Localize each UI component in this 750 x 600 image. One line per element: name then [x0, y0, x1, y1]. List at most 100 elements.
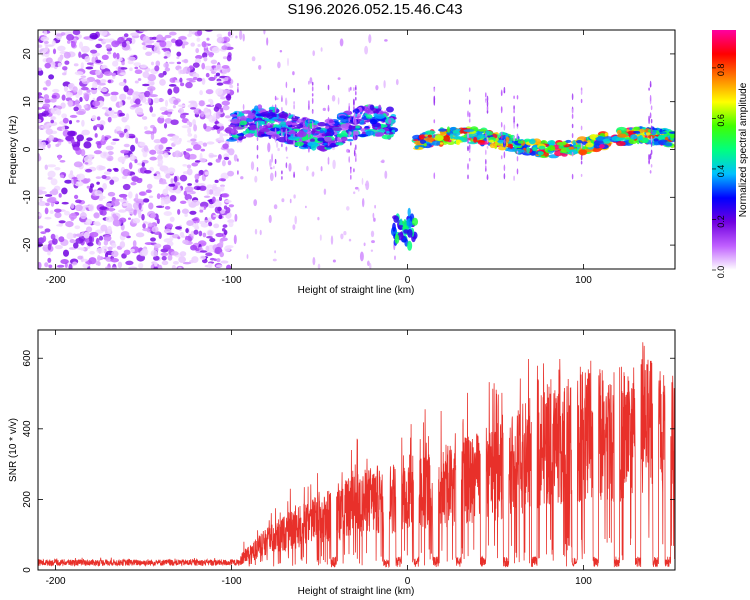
spectrogram-cell	[285, 128, 288, 136]
spectrogram-cell	[129, 67, 133, 72]
spectrogram-cell	[139, 250, 148, 257]
spectrogram-cell	[227, 219, 235, 224]
y-tick-label: 400	[22, 420, 33, 437]
spectrogram-cell	[89, 231, 99, 238]
spectrogram-cell	[99, 206, 108, 211]
spectrogram-cell	[169, 194, 177, 202]
spectrogram-cell	[190, 244, 198, 251]
spectrogram-cell	[293, 139, 295, 147]
spectrogram-cell	[142, 83, 150, 87]
spectrogram-cell	[122, 183, 131, 191]
spectrogram-cell	[289, 198, 292, 204]
spectrogram-marks	[38, 30, 675, 269]
spectrogram-cell	[83, 205, 90, 208]
spectrogram-cell	[198, 100, 205, 107]
spectrogram-cell	[220, 172, 229, 180]
spectrogram-cell	[357, 134, 369, 137]
spectrogram-cell	[168, 61, 175, 65]
colorbar-label: Normalized spectral amplitude	[738, 82, 749, 217]
spectrogram-cell	[365, 130, 375, 136]
spectrogram-cell	[669, 131, 675, 134]
spectrogram-cell	[516, 95, 519, 100]
spectrogram-cell	[88, 235, 93, 243]
spectrogram-cell	[222, 133, 229, 137]
spectrogram-cell	[94, 133, 98, 138]
spectrogram-cell	[630, 134, 638, 140]
spectrogram-cell	[214, 74, 218, 79]
spectrogram-cell	[191, 256, 199, 264]
spectrogram-cell	[192, 144, 202, 151]
spectrogram-cell	[271, 133, 280, 140]
spectrogram-cell	[237, 116, 239, 122]
spectrogram-cell	[123, 143, 130, 148]
spectrogram-cell	[354, 186, 359, 190]
spectrogram-cell	[72, 261, 78, 266]
spectrogram-cell	[221, 89, 231, 94]
spectrogram-cell	[222, 81, 231, 85]
spectrogram-cell	[89, 32, 98, 40]
spectrogram-cell	[162, 188, 169, 196]
spectrogram-cell	[463, 129, 475, 132]
spectrogram-cell	[503, 151, 506, 159]
spectrogram-cell	[363, 242, 366, 247]
spectrogram-cell	[468, 148, 471, 153]
spectrogram-cell	[343, 230, 347, 236]
spectrogram-cell	[361, 177, 364, 185]
spectrogram-cell	[369, 104, 375, 111]
spectrogram-cell	[242, 33, 245, 42]
spectrogram-cell	[184, 152, 191, 160]
spectrogram-cell	[254, 175, 258, 183]
spectrogram-cell	[305, 205, 307, 209]
spectrogram-cell	[194, 58, 202, 64]
spectrogram-cell	[155, 60, 161, 67]
spectrogram-cell	[227, 170, 235, 177]
spectrogram-cell	[312, 50, 315, 57]
spectrogram-cell	[353, 101, 355, 106]
spectrogram-cell	[233, 234, 237, 245]
spectrogram-cell	[256, 144, 259, 151]
spectrogram-cell	[110, 141, 117, 146]
spectrogram-cell	[433, 172, 436, 180]
spectrogram-cell	[110, 91, 119, 96]
spectrogram-cell	[355, 125, 361, 129]
spectrogram-cell	[153, 243, 162, 249]
spectrogram-cell	[274, 124, 282, 128]
spectrogram-cell	[281, 106, 283, 112]
spectrogram-cell	[116, 52, 120, 60]
spectrogram-cell	[213, 223, 220, 229]
spectrogram-cell	[172, 105, 176, 109]
spectrogram-cell	[205, 112, 211, 116]
spectrogram-cell	[134, 159, 138, 164]
y-tick-label: -20	[22, 237, 33, 252]
spectrogram-cell	[277, 136, 289, 143]
spectrogram-cell	[156, 193, 161, 200]
spectrogram-cell	[120, 149, 129, 154]
spectrogram-cell	[284, 97, 288, 106]
spectrogram-cell	[56, 224, 63, 227]
spectrogram-cell	[67, 130, 76, 137]
spectrogram-cell	[210, 59, 218, 65]
spectrogram-cell	[359, 251, 364, 262]
spectrogram-cell	[321, 133, 327, 137]
spectrogram-cell	[98, 38, 103, 42]
spectrogram-cell	[407, 240, 413, 251]
spectrogram-cell	[188, 79, 196, 83]
spectrogram-cell	[355, 157, 357, 163]
spectrogram-cell	[164, 99, 169, 107]
spectrogram-cell	[94, 229, 104, 234]
spectrogram-cell	[42, 103, 51, 109]
spectrogram-cell	[206, 141, 215, 145]
spectrogram-cell	[73, 242, 79, 249]
spectrogram-cell	[217, 206, 222, 212]
spectrogram-cell	[133, 91, 141, 96]
spectrogram-cell	[446, 126, 451, 133]
spectrogram-cell	[143, 145, 149, 152]
spectrogram-cell	[164, 201, 169, 205]
spectrogram-cell	[215, 72, 221, 77]
spectrogram-cell	[599, 144, 605, 149]
spectrogram-cell	[198, 109, 202, 114]
spectrogram-cell	[285, 81, 288, 89]
spectrogram-cell	[648, 159, 650, 164]
spectrogram-cell	[169, 216, 175, 223]
spectrogram-cell	[203, 56, 208, 62]
